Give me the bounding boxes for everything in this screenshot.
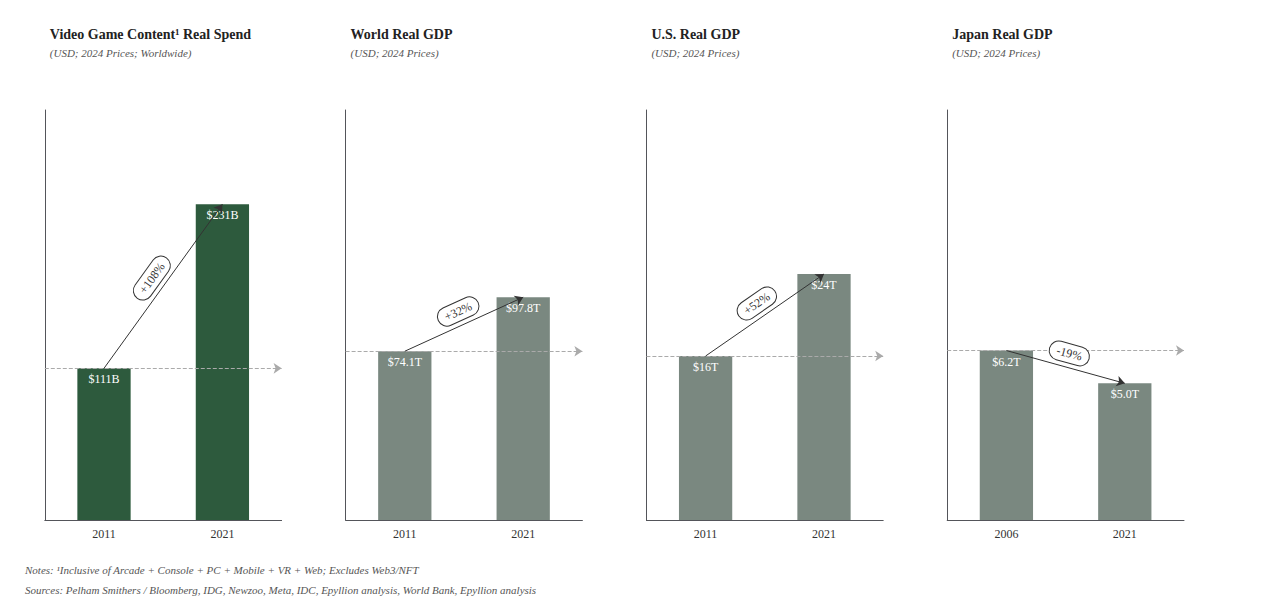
svg-text:$24T: $24T: [811, 278, 837, 292]
svg-text:2021: 2021: [511, 527, 535, 541]
svg-text:Japan Real GDP: Japan Real GDP: [952, 27, 1053, 42]
svg-text:+108%: +108%: [136, 260, 168, 296]
svg-text:+32%: +32%: [442, 299, 474, 324]
svg-text:-19%: -19%: [1055, 343, 1084, 363]
svg-text:+52%: +52%: [741, 290, 773, 318]
svg-text:$231B: $231B: [206, 208, 239, 223]
svg-text:(USD; 2024 Prices; Worldwide): (USD; 2024 Prices; Worldwide): [50, 47, 192, 60]
svg-text:2011: 2011: [92, 527, 116, 541]
svg-text:Video Game Content¹ Real Spend: Video Game Content¹ Real Spend: [50, 27, 251, 42]
svg-text:Notes: ¹Inclusive of Arcade +: Notes: ¹Inclusive of Arcade + Console + …: [24, 564, 420, 576]
svg-text:2011: 2011: [694, 527, 718, 541]
svg-text:2011: 2011: [393, 527, 417, 541]
svg-text:$97.8T: $97.8T: [506, 301, 541, 315]
svg-text:2006: 2006: [994, 527, 1018, 541]
svg-text:$74.1T: $74.1T: [388, 355, 423, 369]
svg-text:2021: 2021: [210, 527, 234, 541]
svg-text:(USD; 2024 Prices): (USD; 2024 Prices): [952, 47, 1040, 60]
svg-text:$5.0T: $5.0T: [1111, 387, 1140, 401]
svg-text:(USD; 2024 Prices): (USD; 2024 Prices): [651, 47, 739, 60]
svg-text:$111B: $111B: [88, 372, 119, 386]
svg-text:2021: 2021: [812, 527, 836, 541]
svg-text:$16T: $16T: [693, 360, 719, 374]
svg-text:Sources: Pelham Smithers / Blo: Sources: Pelham Smithers / Bloomberg, ID…: [25, 584, 536, 596]
svg-text:U.S. Real GDP: U.S. Real GDP: [651, 27, 740, 42]
svg-text:$6.2T: $6.2T: [992, 355, 1021, 369]
svg-text:World Real GDP: World Real GDP: [351, 27, 453, 42]
svg-text:(USD; 2024 Prices): (USD; 2024 Prices): [351, 47, 439, 60]
svg-text:2021: 2021: [1113, 527, 1137, 541]
